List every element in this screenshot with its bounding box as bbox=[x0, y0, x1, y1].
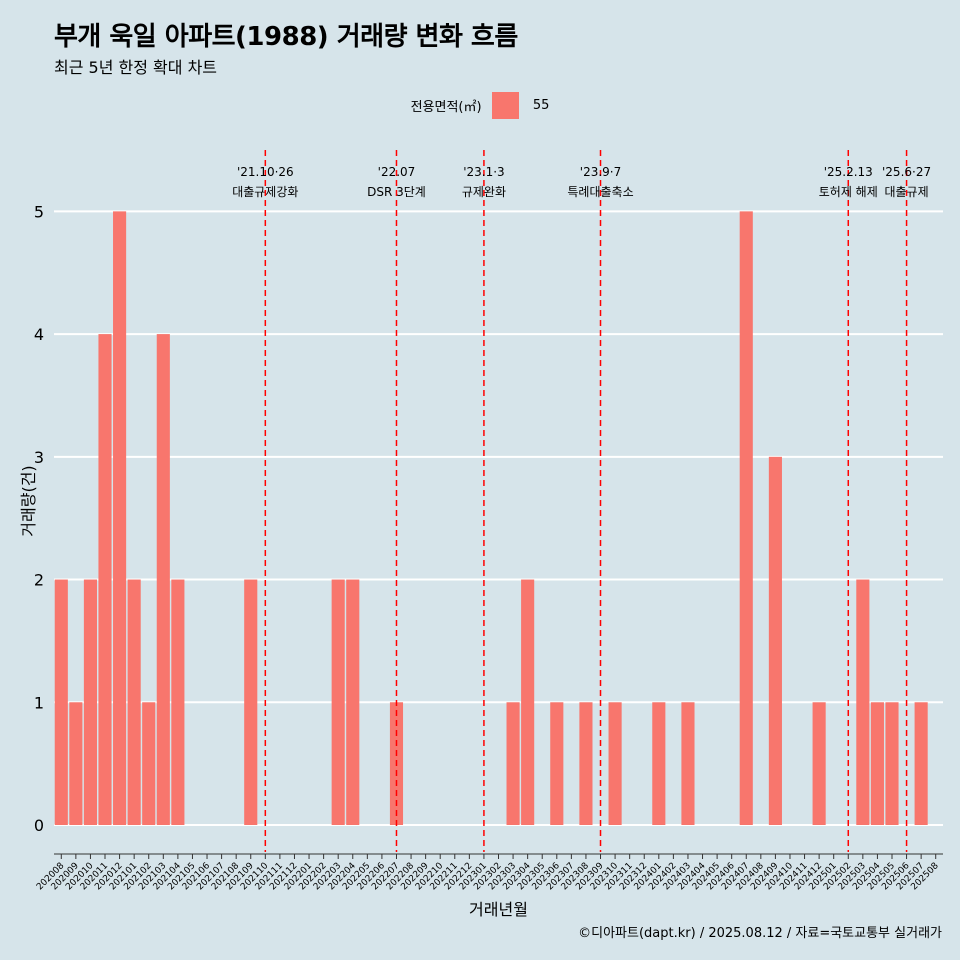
y-tick-label: 2 bbox=[34, 571, 44, 590]
legend-item-label: 55 bbox=[532, 98, 550, 113]
event-date-label: '25.6·27 bbox=[882, 165, 931, 179]
bar bbox=[331, 579, 345, 825]
x-axis-title: 거래년월 bbox=[469, 900, 528, 919]
bar bbox=[127, 579, 141, 825]
bar bbox=[171, 579, 185, 825]
bar bbox=[856, 579, 870, 825]
y-tick-label: 3 bbox=[34, 448, 44, 467]
event-date-label: '23.9·7 bbox=[580, 165, 621, 179]
bar bbox=[870, 702, 884, 825]
y-axis-title: 거래량(건) bbox=[19, 465, 38, 536]
y-tick-label: 5 bbox=[34, 202, 44, 221]
event-text-label: 특례대출축소 bbox=[567, 185, 633, 199]
event-text-label: DSR 3단계 bbox=[367, 185, 426, 199]
event-text-label: 대출규제강화 bbox=[232, 185, 298, 199]
bar bbox=[579, 702, 593, 825]
bar bbox=[54, 579, 68, 825]
bar bbox=[142, 702, 156, 825]
legend-title: 전용면적(㎡) bbox=[410, 100, 482, 115]
bar bbox=[156, 334, 170, 825]
y-tick-label: 1 bbox=[34, 693, 44, 712]
event-text-label: 대출규제 bbox=[884, 185, 928, 199]
event-text-label: 토허제 해제 bbox=[819, 185, 878, 199]
chart-title: 부개 욱일 아파트(1988) 거래량 변화 흐름 bbox=[54, 22, 518, 52]
bar bbox=[83, 579, 97, 825]
event-date-label: '25.2.13 bbox=[824, 165, 873, 179]
bar bbox=[98, 334, 112, 825]
source-footer: ©디아파트(dapt.kr) / 2025.08.12 / 자료=국토교통부 실… bbox=[578, 926, 942, 941]
bar bbox=[768, 456, 782, 825]
bar bbox=[550, 702, 564, 825]
bar bbox=[812, 702, 826, 825]
event-date-label: '23.1·3 bbox=[463, 165, 504, 179]
bar bbox=[346, 579, 360, 825]
event-date-label: '21.10·26 bbox=[237, 165, 294, 179]
bar bbox=[885, 702, 899, 825]
bar bbox=[914, 702, 928, 825]
chart-subtitle: 최근 5년 한정 확대 차트 bbox=[54, 58, 218, 77]
legend-key-swatch bbox=[491, 92, 519, 119]
y-tick-label: 4 bbox=[34, 325, 44, 344]
y-tick-label: 0 bbox=[34, 816, 44, 835]
legend: 전용면적(㎡) 55 bbox=[0, 92, 960, 119]
bar bbox=[652, 702, 666, 825]
bar bbox=[69, 702, 83, 825]
bar bbox=[113, 211, 127, 825]
bar bbox=[608, 702, 622, 825]
bar bbox=[506, 702, 520, 825]
event-date-label: '22.07 bbox=[378, 165, 416, 179]
bar bbox=[521, 579, 535, 825]
bar bbox=[244, 579, 258, 825]
bar bbox=[681, 702, 695, 825]
event-text-label: 규제완화 bbox=[462, 185, 506, 199]
bar bbox=[739, 211, 753, 825]
